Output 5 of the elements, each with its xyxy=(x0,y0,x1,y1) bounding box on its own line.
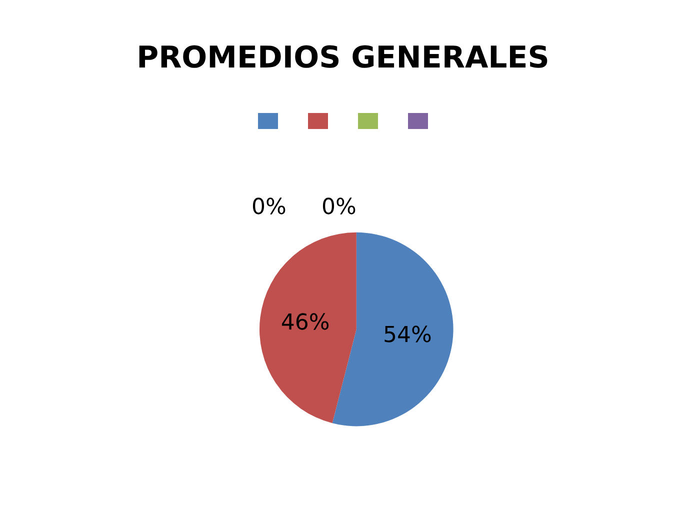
chart-title: PROMEDIOS GENERALES xyxy=(136,40,550,76)
data-label: 54% xyxy=(382,323,432,348)
data-label: 46% xyxy=(280,310,330,336)
text: 0% xyxy=(321,194,356,220)
text: 0% xyxy=(251,194,286,220)
